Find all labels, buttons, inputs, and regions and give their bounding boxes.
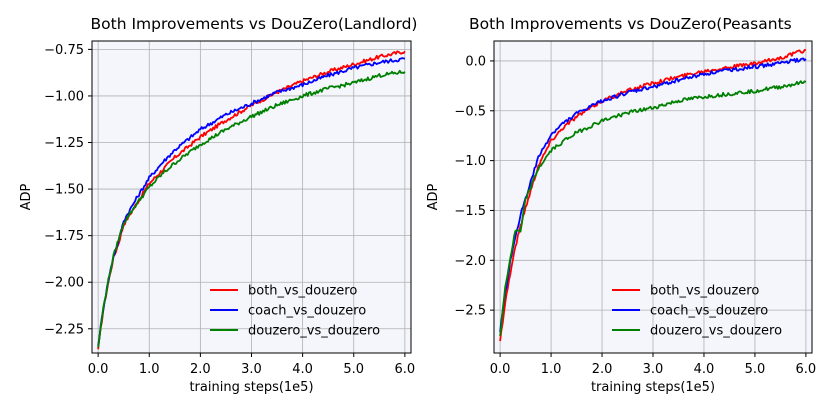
ticks: 0.0 1.0 2.0 3.0 4.0 5.0 6.0 −2.25 −2.00 −1.75 −1.5… — [44, 43, 415, 377]
chart-title: Both Improvements vs DouZero(Landlord) — [91, 15, 418, 33]
legend-label-coach: coach_vs_douzero — [248, 304, 366, 319]
y-tick-label: −1.5 — [454, 204, 486, 219]
x-axis-label: training steps(1e5) — [591, 380, 715, 395]
ticks: 0.0 1.0 2.0 3.0 4.0 5.0 6.0 −2.5 −2.0 −1.5 −1.0 −0.… — [454, 54, 816, 377]
legend-label-both: both_vs_douzero — [650, 284, 759, 299]
series-line-douzero_vs_douzero — [499, 80, 807, 337]
grid — [494, 41, 812, 353]
y-tick-label: −1.0 — [454, 154, 486, 169]
chart-title: Both Improvements vs DouZero(Peasants — [469, 15, 792, 33]
series-line-douzero_vs_douzero — [97, 69, 406, 348]
x-tick-label: 3.0 — [241, 362, 262, 377]
legend: both_vs_douzero coach_vs_douzero douzero… — [612, 284, 782, 339]
legend-label-douzero: douzero_vs_douzero — [650, 324, 782, 339]
legend-label-both: both_vs_douzero — [248, 284, 357, 299]
x-tick-label: 5.0 — [745, 362, 766, 377]
y-tick-label: −1.25 — [44, 136, 84, 151]
y-tick-label: −0.75 — [44, 43, 84, 58]
y-tick-label: −2.5 — [454, 304, 486, 319]
x-tick-label: 0.0 — [490, 362, 511, 377]
y-tick-label: −1.00 — [44, 89, 84, 104]
series-line-coach_vs_douzero — [97, 57, 406, 346]
x-axis-label: training steps(1e5) — [189, 380, 313, 395]
y-tick-label: −1.50 — [44, 183, 84, 198]
x-tick-label: 6.0 — [395, 362, 416, 377]
x-tick-label: 2.0 — [592, 362, 613, 377]
series-line-both_vs_douzero — [499, 49, 806, 342]
x-tick-label: 4.0 — [292, 362, 313, 377]
x-tick-label: 4.0 — [694, 362, 715, 377]
y-tick-label: −2.00 — [44, 276, 84, 291]
series-lines — [499, 49, 807, 342]
legend: both_vs_douzero coach_vs_douzero douzero… — [210, 284, 380, 339]
y-axis-label: ADP — [426, 183, 441, 210]
x-tick-label: 5.0 — [343, 362, 364, 377]
y-tick-label: −0.5 — [454, 104, 486, 119]
legend-label-coach: coach_vs_douzero — [650, 304, 768, 319]
y-tick-label: −2.0 — [454, 254, 486, 269]
series-lines — [97, 50, 406, 350]
x-tick-label: 0.0 — [88, 362, 109, 377]
legend-label-douzero: douzero_vs_douzero — [248, 324, 380, 339]
x-tick-label: 3.0 — [643, 362, 664, 377]
x-tick-label: 6.0 — [796, 362, 817, 377]
y-axis-label: ADP — [19, 183, 34, 210]
x-tick-label: 1.0 — [139, 362, 160, 377]
chart-landlord: 0.0 1.0 2.0 3.0 4.0 5.0 6.0 −2.25 −2.00 −1.75 −1.5… — [19, 15, 417, 395]
y-tick-label: −2.25 — [44, 322, 84, 337]
x-tick-label: 2.0 — [190, 362, 211, 377]
y-tick-label: −1.75 — [44, 229, 84, 244]
grid — [92, 41, 411, 353]
x-tick-label: 1.0 — [541, 362, 562, 377]
y-tick-label: 0.0 — [465, 54, 486, 69]
series-line-coach_vs_douzero — [499, 57, 807, 333]
chart-peasants: 0.0 1.0 2.0 3.0 4.0 5.0 6.0 −2.5 −2.0 −1.5 −1.0 −0.… — [426, 15, 816, 395]
